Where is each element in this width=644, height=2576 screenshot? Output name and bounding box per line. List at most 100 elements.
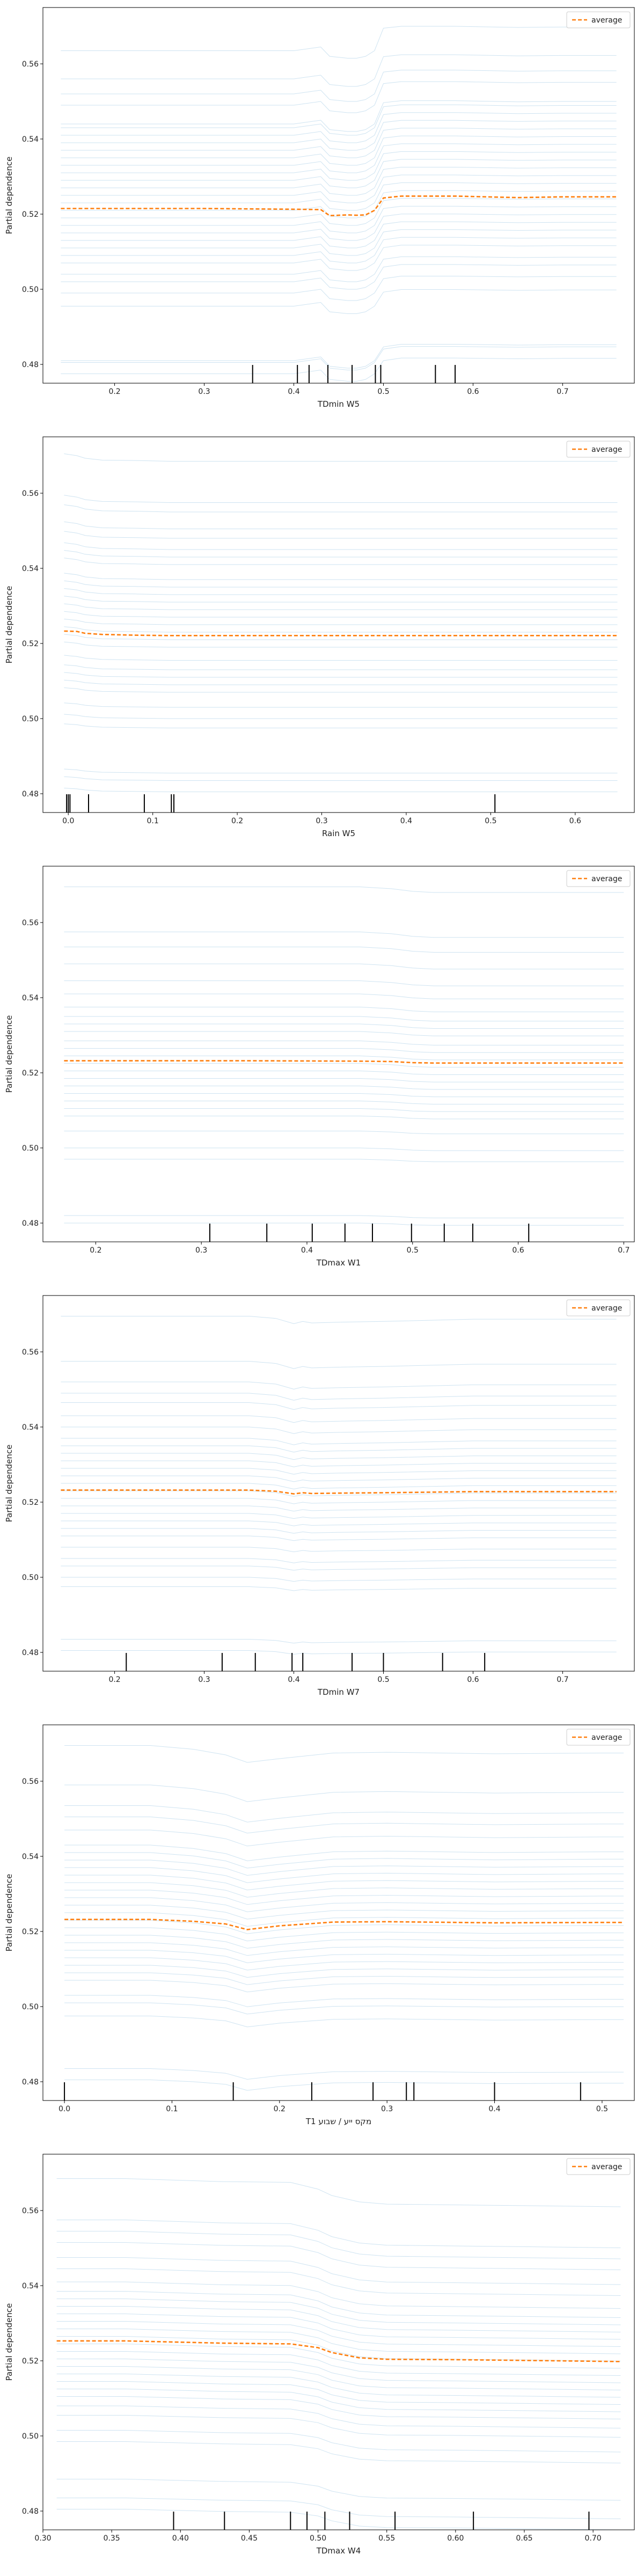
y-axis-label: Partial dependence (4, 1015, 14, 1093)
x-tick-label: 0.70 (585, 2534, 602, 2543)
ice-line (61, 1438, 617, 1445)
ice-line (64, 573, 618, 580)
ice-line (64, 1927, 624, 1942)
average-line (64, 1060, 624, 1064)
x-tick-label: 0.0 (58, 2105, 70, 2113)
ice-line (61, 100, 617, 132)
ice-line (64, 1980, 624, 1993)
average-line (61, 1489, 617, 1495)
x-tick-label: 0.4 (301, 1246, 313, 1255)
ice-line (61, 1483, 617, 1490)
x-tick-label: 0.6 (467, 1675, 479, 1684)
x-tick-label: 0.5 (596, 2105, 608, 2113)
ice-line (61, 237, 617, 264)
ice-line (64, 2016, 624, 2028)
ice-line (64, 1041, 624, 1045)
ice-line (64, 1023, 624, 1029)
ice-line (64, 1215, 624, 1218)
ice-line (64, 619, 618, 625)
ice-line (64, 2068, 624, 2080)
ice-line (61, 1505, 617, 1512)
ice-line (56, 2509, 621, 2530)
legend-box (566, 11, 631, 28)
ice-line (64, 776, 618, 781)
ice-line (56, 2299, 621, 2325)
ice-line (64, 1942, 624, 1956)
plot-frame (42, 436, 635, 813)
ice-line (61, 1490, 617, 1497)
legend-box (566, 870, 631, 887)
ice-line (61, 26, 617, 58)
plot-frame (42, 1724, 635, 2101)
ice-line (61, 1528, 617, 1534)
ice-line (56, 2231, 621, 2259)
y-tick-label: 0.48 (22, 2078, 39, 2087)
ice-line (61, 1650, 617, 1655)
ice-line (61, 221, 617, 248)
plot-frame (42, 1295, 635, 1672)
ice-line (64, 1745, 624, 1763)
ice-line (64, 588, 618, 595)
x-tick-label: 0.6 (569, 817, 581, 825)
ice-line (64, 1905, 624, 1920)
ice-line (61, 135, 617, 166)
ice-line (61, 1520, 617, 1526)
ice-line (64, 1116, 624, 1119)
ice-line (56, 2220, 621, 2248)
x-tick-label: 0.3 (316, 817, 327, 825)
y-tick-label: 0.50 (22, 1574, 39, 1582)
ice-line (61, 214, 617, 241)
y-tick-label: 0.54 (22, 565, 39, 573)
x-tick-label: 0.4 (400, 817, 412, 825)
ice-line (56, 2430, 621, 2453)
x-axis-label: Rain W5 (322, 829, 355, 838)
ice-line (64, 1048, 624, 1053)
x-tick-label: 0.5 (407, 1246, 419, 1255)
ice-line (61, 256, 617, 282)
y-tick-label: 0.54 (22, 135, 39, 144)
ice-line (56, 2306, 621, 2332)
pdp-panel-4: 0.2 0.3 0.4 0.5 0.6 0.7 0.48 0.50 0.52 0.54 0.56 TD… (4, 1295, 635, 1697)
ice-line (64, 2002, 624, 2015)
ice-line (61, 1535, 617, 1541)
x-tick-label: 0.2 (108, 1675, 120, 1684)
ice-line (64, 1860, 624, 1876)
ice-line (56, 2329, 621, 2354)
ice-line (64, 1875, 624, 1891)
ice-line (64, 580, 618, 588)
ice-line (61, 104, 617, 136)
ice-line (64, 1852, 624, 1869)
ice-line (61, 159, 617, 188)
y-tick-label: 0.56 (22, 2207, 39, 2215)
x-tick-label: 0.60 (447, 2534, 464, 2543)
y-tick-label: 0.54 (22, 2282, 39, 2290)
ice-line (64, 1912, 624, 1927)
y-tick-label: 0.50 (22, 2003, 39, 2011)
x-axis-label: TDmin W7 (317, 1687, 360, 1697)
x-tick-label: 0.65 (516, 2534, 532, 2543)
ice-line (64, 634, 618, 640)
pdp-panel-5: 0.0 0.1 0.2 0.3 0.4 0.5 0.48 0.50 0.52 0.54 0.56 Tמ… (4, 1724, 635, 2126)
x-tick-label: 0.5 (377, 387, 389, 396)
x-tick-label: 0.7 (618, 1246, 630, 1255)
pdp-panel-3: 0.2 0.3 0.4 0.5 0.6 0.7 0.48 0.50 0.52 0.54 0.56 TD… (4, 866, 635, 1268)
ice-line (56, 2381, 621, 2405)
x-tick-label: 0.35 (104, 2534, 120, 2543)
x-axis-label: TDmax W4 (316, 2546, 361, 2556)
ice-line (61, 1639, 617, 1644)
legend: average (566, 441, 631, 458)
ice-line (56, 2281, 621, 2309)
x-tick-label: 0.7 (557, 387, 568, 396)
ice-line (64, 1223, 624, 1226)
ice-line (64, 1845, 624, 1861)
ice-line (64, 1007, 624, 1012)
ice-line (56, 2242, 621, 2270)
x-tick-label: 0.2 (231, 817, 243, 825)
pdp-panel-1: 0.2 0.3 0.4 0.5 0.6 0.7 0.48 0.50 0.52 0.54 0.56 TD… (4, 7, 635, 409)
ice-line (61, 1460, 617, 1467)
ice-line (61, 1445, 617, 1453)
ice-line (61, 190, 617, 218)
ice-line (56, 2268, 621, 2296)
x-tick-label: 0.3 (195, 1246, 207, 1255)
